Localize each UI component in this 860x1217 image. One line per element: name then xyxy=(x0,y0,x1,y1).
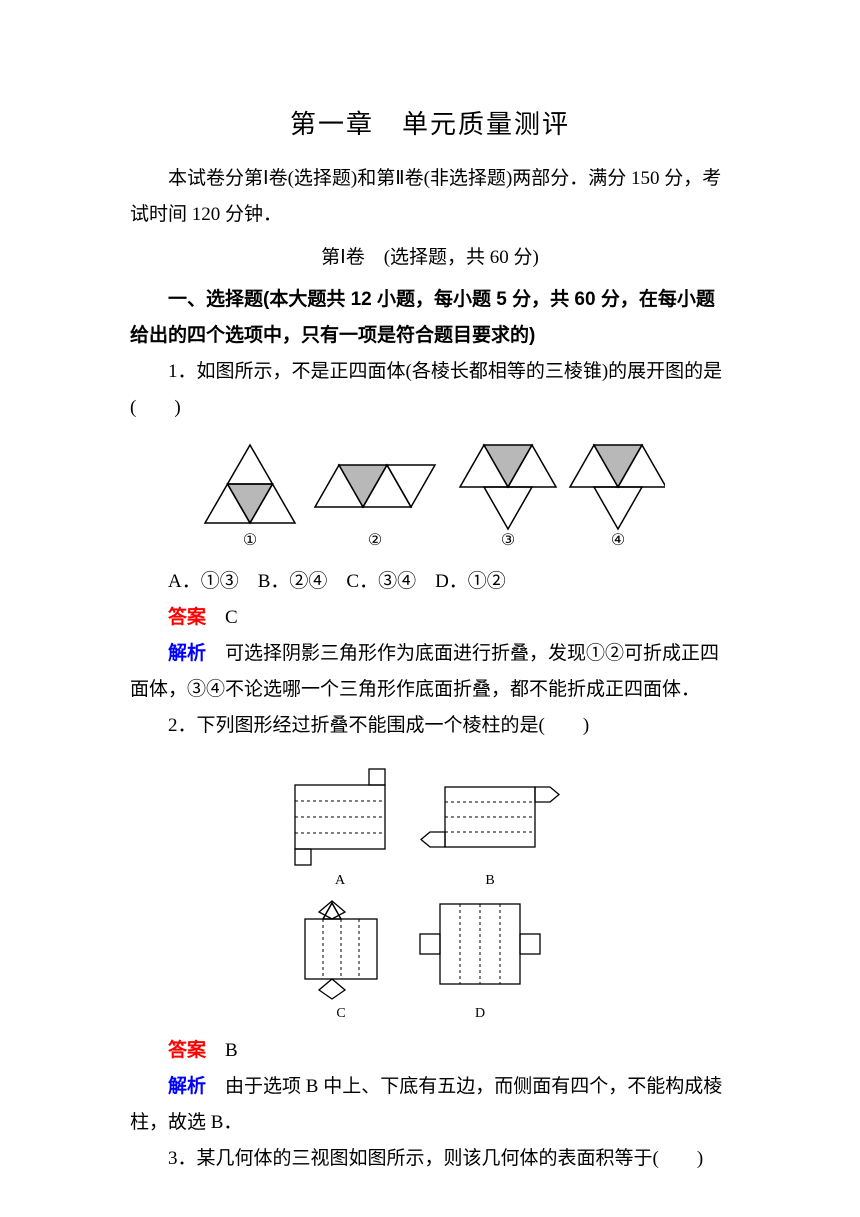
q1-fig1: ① xyxy=(205,445,295,549)
q1-fig3-label: ③ xyxy=(501,532,515,549)
q1-fig4-label: ④ xyxy=(611,532,625,549)
q2-figD-label: D xyxy=(475,1006,485,1019)
intro-text: 本试卷分第Ⅰ卷(选择题)和第Ⅱ卷(非选择题)两部分．满分 150 分，考试时间 … xyxy=(130,161,730,233)
q2-figA: A xyxy=(295,769,385,888)
q2-answer-line: 答案 B xyxy=(130,1033,730,1069)
q2-answer: B xyxy=(206,1040,238,1061)
q2-figB-label: B xyxy=(485,873,494,888)
q1-fig2: ② xyxy=(315,465,435,549)
q1-text: 1．如图所示，不是正四面体(各棱长都相等的三棱锥)的展开图的是( ) xyxy=(130,354,730,426)
q1-options: A．①③ B．②④ C．③④ D．①② xyxy=(130,564,730,600)
q2-figD: D xyxy=(420,904,540,1019)
q1-fig1-label: ① xyxy=(243,532,257,549)
analysis-label: 解析 xyxy=(168,643,206,664)
q1-answer-line: 答案 C xyxy=(130,600,730,636)
q2-figA-label: A xyxy=(335,873,346,888)
q2-analysis: 由于选项 B 中上、下底有五边，而侧面有四个，不能构成棱柱，故选 B． xyxy=(130,1076,722,1133)
q1-fig4: ④ xyxy=(570,445,665,549)
q2-figures: A B C xyxy=(130,759,730,1019)
section1-header: 第Ⅰ卷 (选择题，共 60 分) xyxy=(130,240,730,276)
q2-figC-label: C xyxy=(336,1006,345,1019)
q1-analysis-line: 解析 可选择阴影三角形作为底面进行折叠，发现①②可折成正四面体，③④不论选哪一个… xyxy=(130,636,730,708)
q2-figB: B xyxy=(421,787,559,888)
q2-text: 2．下列图形经过折叠不能围成一个棱柱的是( ) xyxy=(130,708,730,744)
q1-figures: ① ② ③ ④ xyxy=(130,440,730,550)
q1-fig3: ③ xyxy=(460,445,556,549)
q1-analysis: 可选择阴影三角形作为底面进行折叠，发现①②可折成正四面体，③④不论选哪一个三角形… xyxy=(130,643,719,700)
q1-answer: C xyxy=(206,607,238,628)
answer-label: 答案 xyxy=(168,607,206,628)
analysis-label: 解析 xyxy=(168,1076,206,1097)
q2-analysis-line: 解析 由于选项 B 中上、下底有五边，而侧面有四个，不能构成棱柱，故选 B． xyxy=(130,1069,730,1141)
q3-text: 3．某几何体的三视图如图所示，则该几何体的表面积等于( ) xyxy=(130,1141,730,1177)
mcq-intro: 一、选择题(本大题共 12 小题，每小题 5 分，共 60 分，在每小题给出的四… xyxy=(130,282,730,354)
page-title: 第一章 单元质量测评 xyxy=(130,100,730,149)
answer-label: 答案 xyxy=(168,1040,206,1061)
q2-figC: C xyxy=(305,901,377,1019)
q1-fig2-label: ② xyxy=(368,532,382,549)
